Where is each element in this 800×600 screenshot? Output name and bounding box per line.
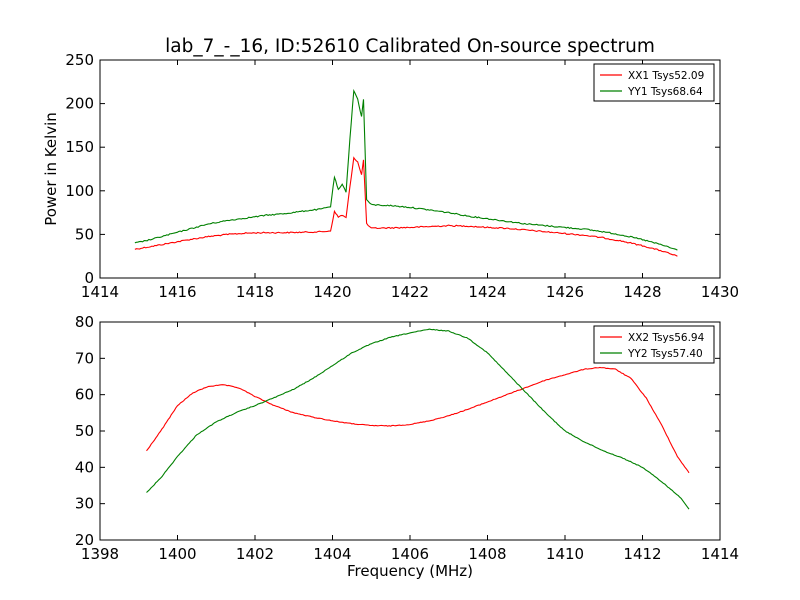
x-tick-label: 1410: [546, 545, 584, 563]
y-tick-label: 80: [75, 313, 94, 331]
y-tick-label: 70: [75, 349, 94, 367]
x-tick-label: 1422: [391, 283, 429, 301]
x-tick-label: 1430: [701, 283, 739, 301]
y-tick-label: 40: [75, 458, 94, 476]
legend-box: [593, 325, 715, 364]
series-line-xx1: [134, 156, 678, 257]
bottom-panel: 1398 1400 1402 1404 1406 1408 1410 1412 1414 20 30…: [75, 313, 739, 563]
x-tick-label: 1424: [468, 283, 506, 301]
legend: XX2 Tsys56.94 YY2 Tsys57.40: [593, 325, 715, 364]
legend: XX1 Tsys52.09 YY1 Tsys68.64: [593, 63, 715, 102]
x-tick-label: 1402: [236, 545, 274, 563]
x-tick-label: 1418: [236, 283, 274, 301]
x-tick-label: 1420: [313, 283, 351, 301]
x-tick-label: 1408: [468, 545, 506, 563]
y-tick-label: 60: [75, 386, 94, 404]
x-tick-label: 1428: [623, 283, 661, 301]
legend-label: XX2 Tsys56.94: [628, 332, 705, 344]
series-line-yy2: [146, 328, 690, 510]
chart-title: lab_7_-_16, ID:52610 Calibrated On-sourc…: [165, 36, 655, 57]
legend-box: [593, 63, 715, 102]
y-tick-label: 150: [65, 138, 94, 156]
x-tick-label: 1406: [391, 545, 429, 563]
legend-label: YY1 Tsys68.64: [627, 86, 703, 98]
series-line-xx2: [146, 366, 690, 474]
x-tick-label: 1404: [313, 545, 351, 563]
top-panel: 1414 1416 1418 1420 1422 1424 1426 1428 1430 0 50 1…: [65, 51, 739, 301]
x-tick-label: 1412: [623, 545, 661, 563]
x-tick-label: 1426: [546, 283, 584, 301]
legend-label: YY2 Tsys57.40: [627, 348, 703, 360]
x-tick-label: 1416: [158, 283, 196, 301]
x-tick-label: 1414: [701, 545, 739, 563]
series-line-yy1: [134, 88, 678, 251]
y-tick-label: 100: [65, 182, 94, 200]
y-tick-label: 200: [65, 95, 94, 113]
x-tick-label: 1400: [158, 545, 196, 563]
y-tick-label: 50: [75, 422, 94, 440]
y-tick-label: 20: [75, 531, 94, 549]
x-tick-label: 1414: [81, 283, 119, 301]
y-tick-label: 250: [65, 51, 94, 69]
y-tick-label: 0: [84, 269, 94, 287]
x-tick-label: 1398: [81, 545, 119, 563]
bottom-x-axis-label: Frequency (MHz): [347, 562, 473, 580]
y-tick-label: 50: [75, 225, 94, 243]
y-tick-label: 30: [75, 495, 94, 513]
legend-label: XX1 Tsys52.09: [628, 70, 704, 82]
top-y-axis-label: Power in Kelvin: [42, 112, 60, 226]
